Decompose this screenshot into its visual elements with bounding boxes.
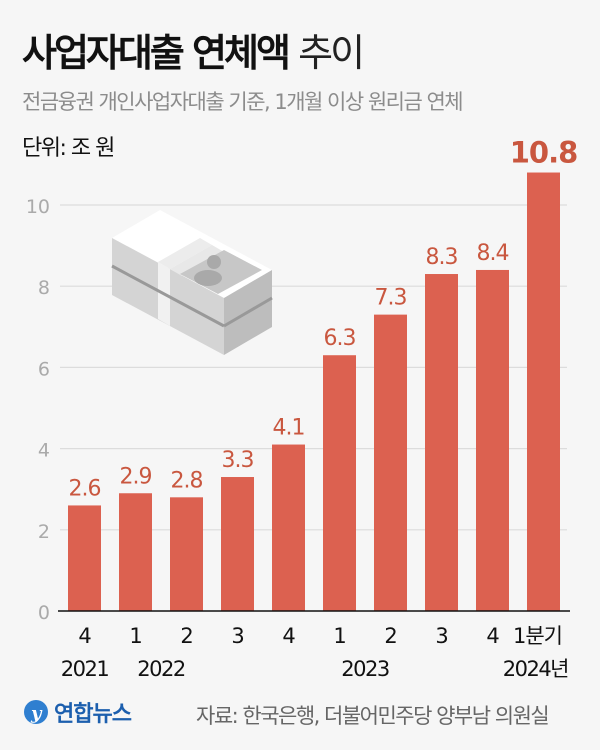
value-label: 4.1 bbox=[273, 416, 305, 441]
year-label: 2022 bbox=[137, 657, 185, 681]
y-tick-label: 6 bbox=[38, 358, 50, 380]
y-tick-label: 10 bbox=[26, 196, 50, 218]
value-label: 2.9 bbox=[120, 464, 152, 489]
value-label: 8.3 bbox=[426, 245, 458, 270]
x-tick-label: 3 bbox=[435, 624, 447, 648]
value-label: 8.4 bbox=[477, 241, 509, 266]
value-label: 10.8 bbox=[510, 136, 578, 170]
yonhap-logo: y 연합뉴스 bbox=[22, 696, 132, 728]
x-tick-label: 3 bbox=[231, 624, 243, 648]
bar bbox=[323, 355, 356, 611]
x-tick-label: 4 bbox=[282, 624, 295, 648]
unit-label: 단위: 조 원 bbox=[22, 136, 115, 161]
bar bbox=[476, 269, 509, 611]
year-label: 2021 bbox=[61, 657, 109, 681]
bar bbox=[170, 497, 203, 611]
value-label: 6.3 bbox=[324, 326, 356, 351]
money-stack-illustration bbox=[111, 210, 273, 355]
source-note: 자료: 한국은행, 더불어민주당 양부남 의원실 bbox=[196, 704, 550, 728]
title-light: 추이 bbox=[298, 31, 365, 75]
title-bold: 사업자대출 연체액 bbox=[22, 31, 291, 75]
value-label: 3.3 bbox=[222, 448, 254, 473]
y-tick-label: 8 bbox=[38, 277, 50, 299]
bar bbox=[425, 274, 458, 611]
value-label: 2.6 bbox=[69, 476, 101, 501]
x-tick-label: 1분기 bbox=[513, 624, 562, 648]
year-label: 2024년 bbox=[503, 657, 568, 681]
y-tick-label: 2 bbox=[38, 521, 50, 543]
bar bbox=[68, 505, 101, 611]
value-label: 2.8 bbox=[171, 468, 203, 493]
bar bbox=[221, 477, 254, 611]
bar bbox=[527, 172, 560, 611]
subtitle: 전금융권 개인사업자대출 기준, 1개월 이상 원리금 연체 bbox=[22, 90, 464, 114]
x-tick-label: 2 bbox=[384, 624, 396, 648]
value-label: 7.3 bbox=[375, 286, 407, 311]
x-tick-label: 1 bbox=[333, 624, 345, 648]
bar bbox=[272, 444, 305, 611]
x-tick-label: 4 bbox=[486, 624, 499, 648]
x-tick-label: 1 bbox=[129, 624, 141, 648]
x-tick-label: 4 bbox=[78, 624, 91, 648]
page-title: 사업자대출 연체액 추이 bbox=[22, 22, 365, 77]
svg-text:y: y bbox=[30, 703, 43, 724]
y-tick-label: 4 bbox=[38, 440, 50, 462]
logo-text: 연합뉴스 bbox=[54, 702, 132, 727]
year-label: 2023 bbox=[341, 657, 389, 681]
y-tick-label: 0 bbox=[38, 602, 50, 624]
bar bbox=[374, 314, 407, 611]
yonhap-logo-icon: y bbox=[24, 700, 48, 724]
bar bbox=[119, 493, 152, 611]
x-tick-label: 2 bbox=[180, 624, 192, 648]
